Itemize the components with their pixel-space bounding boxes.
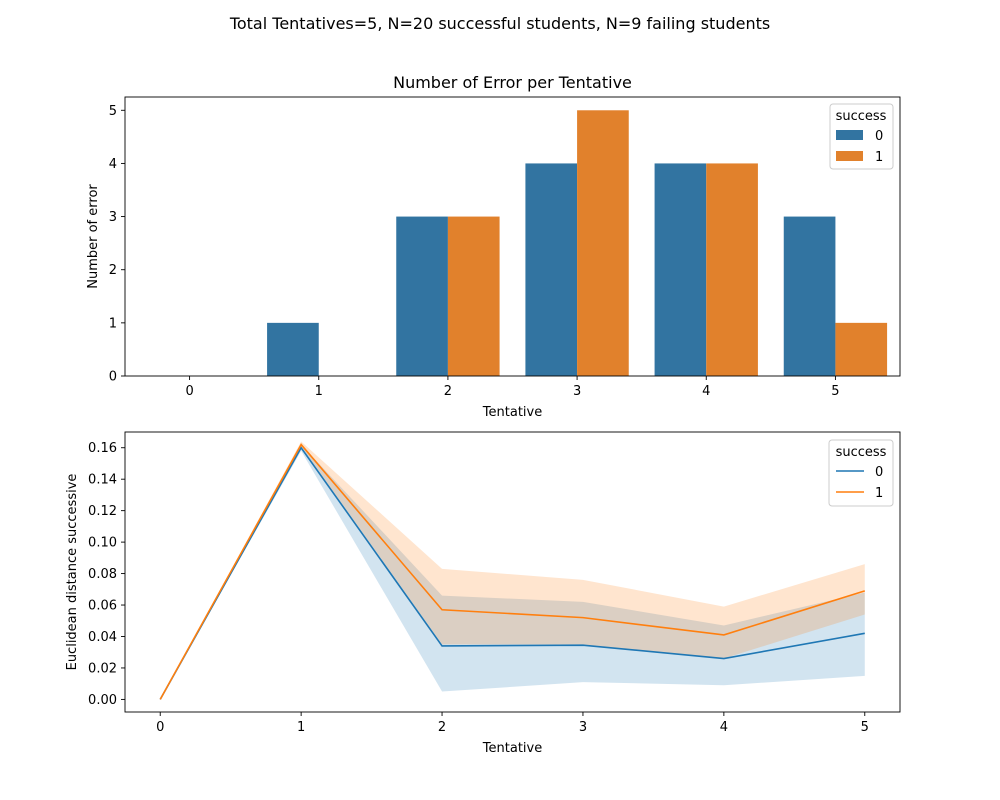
bar-x-tick-label: 5 <box>831 384 839 399</box>
line-chart-frame <box>124 431 901 713</box>
line-series-1 <box>159 443 866 700</box>
line-y-tick-label: 0.04 <box>88 630 117 645</box>
bar-legend-label-1: 1 <box>875 150 883 165</box>
line-legend-label-0: 0 <box>875 465 883 480</box>
line-y-tick-label: 0.10 <box>88 536 117 551</box>
ci-band-0 <box>160 444 865 700</box>
bar-y-tick-label: 4 <box>109 157 117 172</box>
line-legend: success 0 1 <box>828 439 894 507</box>
bar-0-3 <box>525 163 578 376</box>
figure-suptitle: Total Tentatives=5, N=20 successful stud… <box>229 14 770 33</box>
bar-chart: Number of Error per Tentative 0 1 2 3 4 5 0 1 2 3 4… <box>86 73 901 420</box>
bar-legend: success 0 1 <box>829 103 894 170</box>
bar-legend-title: success <box>836 109 887 124</box>
bar-x-tick-label: 2 <box>444 384 452 399</box>
bar-1-4 <box>706 163 758 376</box>
bar-0-4 <box>654 163 707 376</box>
line-x-tick-label: 4 <box>720 720 728 735</box>
line-legend-title: success <box>836 445 887 460</box>
line-y-tick-label: 0.12 <box>88 504 117 519</box>
bar-legend-swatch-0 <box>836 130 863 140</box>
bar-1-2 <box>447 216 500 376</box>
bar-y-tick-label: 2 <box>109 263 117 278</box>
line-x-tick-label: 0 <box>156 720 164 735</box>
bar-0-2 <box>396 216 448 376</box>
line-y-axis-label: Euclidean distance successive <box>65 474 80 671</box>
line-x-tick-label: 1 <box>297 720 305 735</box>
bar-y-tick-label: 1 <box>109 316 117 331</box>
line-y-tick-label: 0.06 <box>88 599 117 614</box>
line-y-tick-label: 0.02 <box>88 661 117 676</box>
bar-1-5 <box>835 322 888 376</box>
bar-legend-label-0: 0 <box>875 129 883 144</box>
line-y-tick-label: 0.14 <box>88 473 117 488</box>
bar-0-1 <box>267 322 319 376</box>
bar-y-tick-label: 3 <box>109 210 117 225</box>
ci-band-1 <box>160 441 865 700</box>
bar-y-tick-label: 5 <box>109 104 117 119</box>
bar-legend-swatch-1 <box>836 151 863 161</box>
bar-x-tick-label: 0 <box>185 384 193 399</box>
bar-x-tick-label: 3 <box>573 384 581 399</box>
line-series-0 <box>159 446 865 700</box>
bar-y-axis-label: Number of error <box>86 184 101 289</box>
line-y-tick-label: 0.16 <box>88 441 117 456</box>
bar-0-5 <box>783 216 836 376</box>
bar-chart-title: Number of Error per Tentative <box>393 73 632 92</box>
line-legend-box <box>828 439 894 507</box>
bar-x-tick-label: 4 <box>702 384 710 399</box>
line-y-tick-label: 0.08 <box>88 567 117 582</box>
bar-x-axis-label: Tentative <box>482 405 542 420</box>
line-x-tick-label: 2 <box>438 720 446 735</box>
line-x-axis-label: Tentative <box>482 741 542 756</box>
line-chart: 0 1 2 3 4 5 0.00 0.02 0.04 0.06 0.08 0.10 0.12 0.14 0.… <box>65 431 901 756</box>
line-y-tick-label: 0.00 <box>88 693 117 708</box>
line-x-tick-label: 3 <box>579 720 587 735</box>
bar-y-tick-label: 0 <box>109 370 117 385</box>
bar-1-3 <box>577 110 629 377</box>
line-x-tick-label: 5 <box>861 720 869 735</box>
line-legend-label-1: 1 <box>875 486 883 501</box>
bar-x-tick-label: 1 <box>315 384 323 399</box>
bar-chart-frame <box>124 96 901 377</box>
